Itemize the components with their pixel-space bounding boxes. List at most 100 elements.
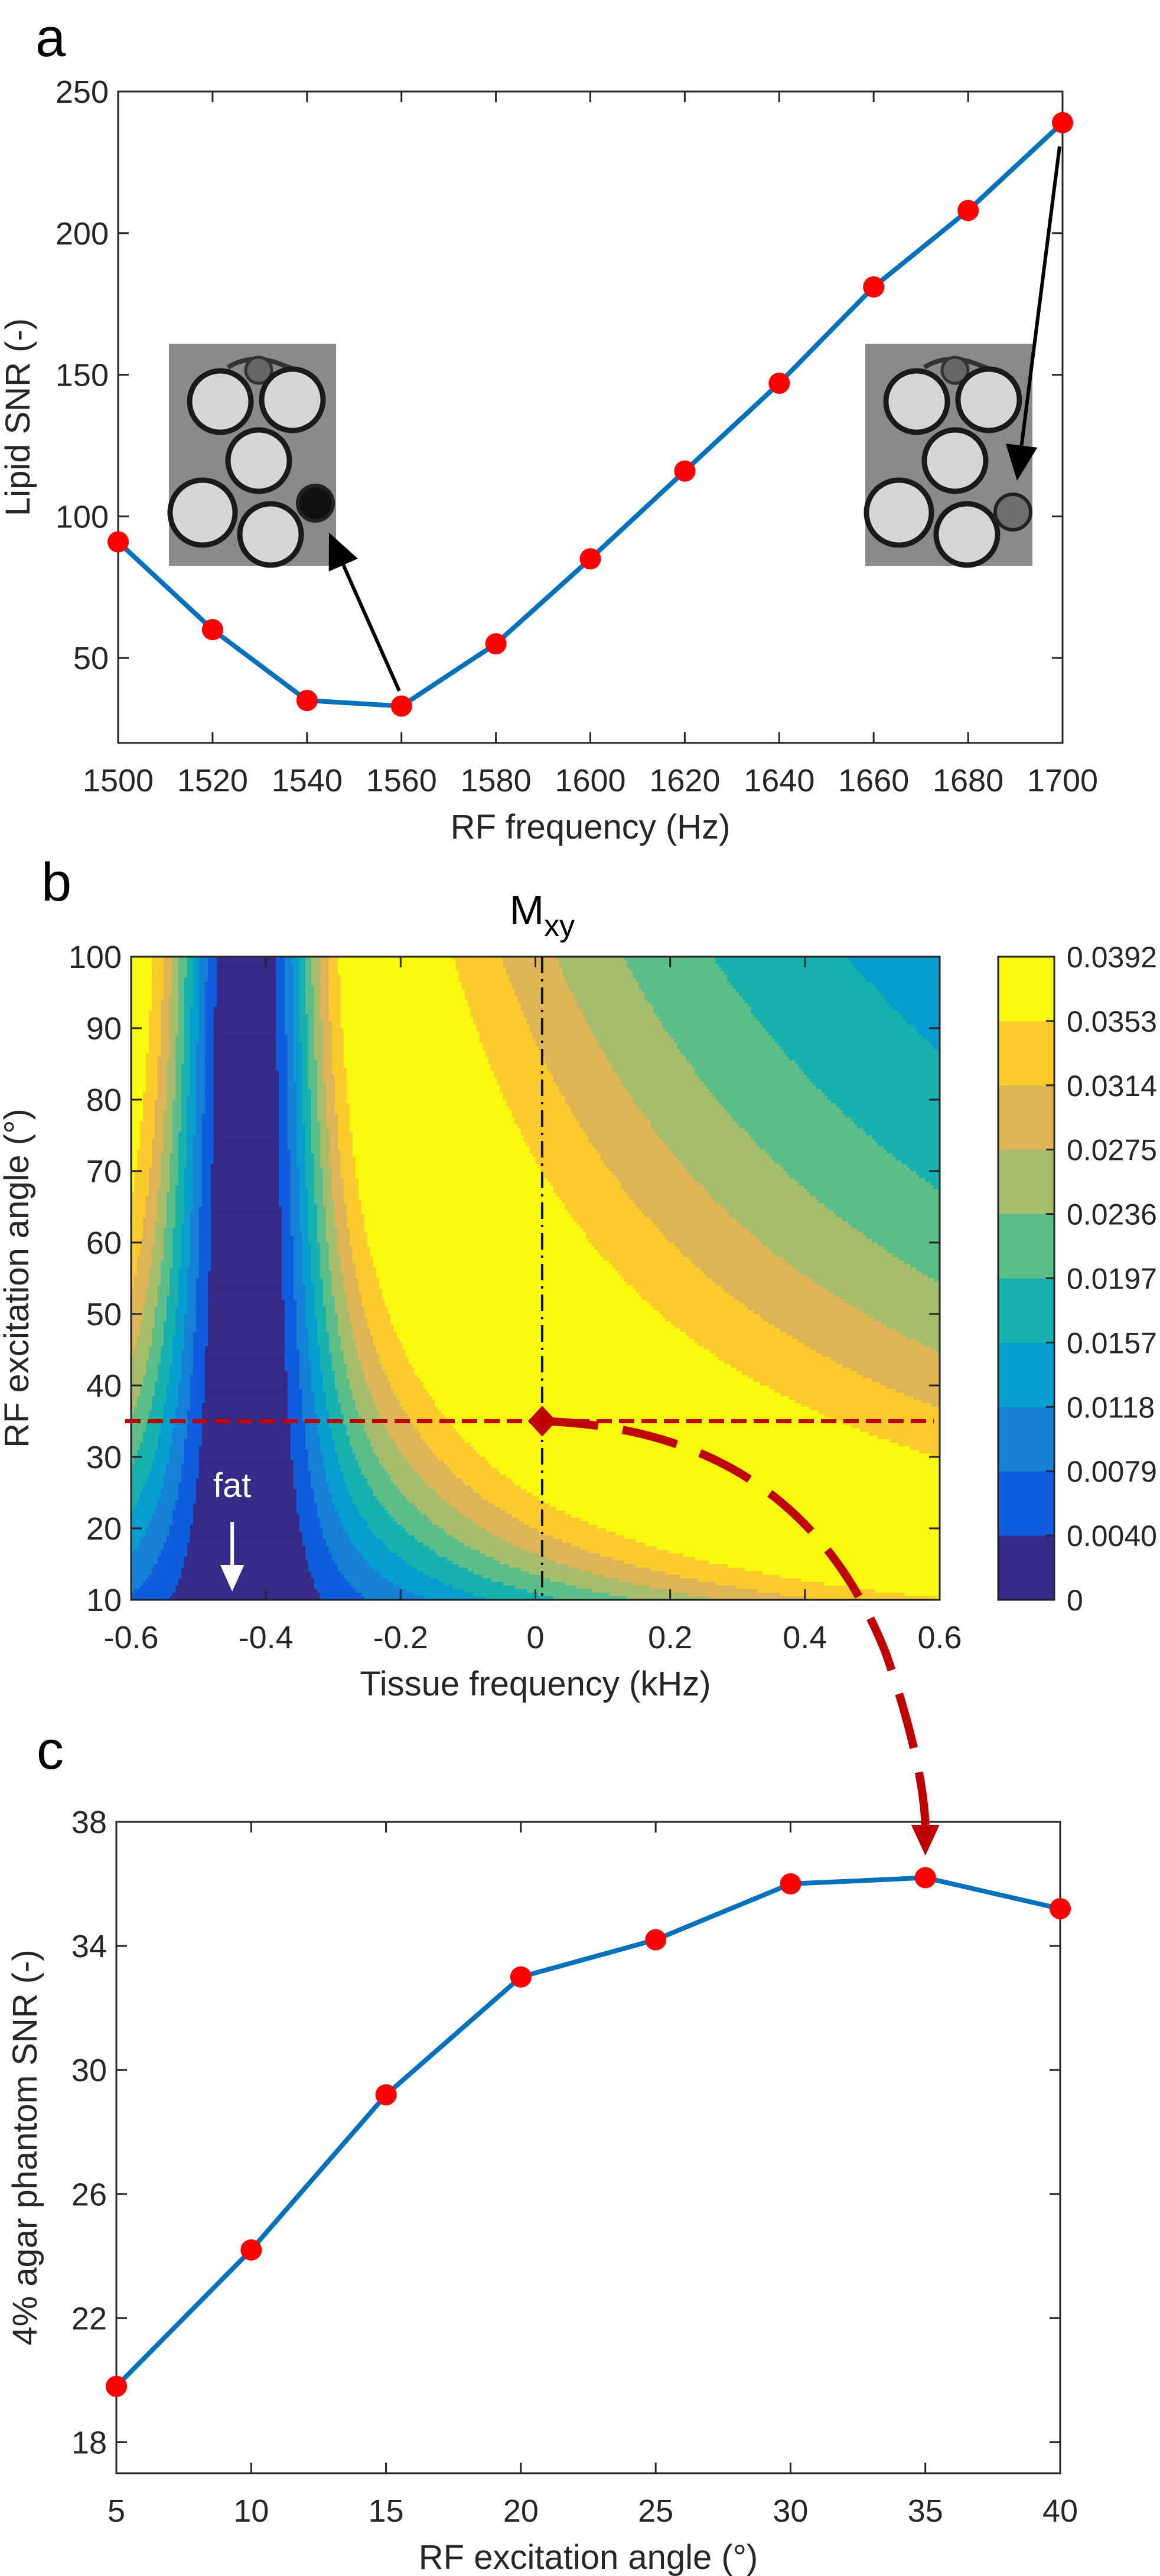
- contour-cell: [314, 1178, 324, 1182]
- contour-cell: [866, 1132, 940, 1136]
- contour-cell: [317, 1217, 327, 1222]
- contour-cell: [337, 1124, 350, 1129]
- contour-cell: [686, 1057, 790, 1061]
- contour-cell: [172, 1149, 179, 1154]
- contour-cell: [178, 971, 188, 975]
- contour-cell: [145, 1060, 158, 1065]
- contour-cell: [544, 1171, 613, 1175]
- inset-phantom-vial: [883, 368, 950, 435]
- contour-cell: [131, 1203, 146, 1208]
- contour-cell: [387, 1471, 418, 1475]
- contour-cell: [677, 1042, 778, 1046]
- panel-label-a: a: [35, 8, 66, 68]
- contour-cell: [343, 1196, 359, 1200]
- contour-cell: [320, 1003, 330, 1007]
- contour-cell: [340, 978, 460, 982]
- contour-cell: [210, 1182, 279, 1186]
- contour-cell: [278, 1128, 288, 1133]
- contour-cell: [373, 1449, 400, 1454]
- contour-cell: [296, 1095, 303, 1100]
- y-tick-label: 100: [69, 940, 122, 975]
- contour-cell: [201, 1149, 214, 1154]
- contour-cell: [175, 1589, 318, 1593]
- contour-cell: [396, 1442, 427, 1447]
- contour-cell: [148, 1282, 161, 1286]
- contour-cell: [299, 1381, 312, 1386]
- contour-cell: [195, 1117, 203, 1121]
- contour-cell: [210, 1231, 282, 1236]
- contour-cell: [523, 1010, 584, 1015]
- contour-cell: [320, 985, 330, 990]
- contour-cell: [742, 996, 884, 1000]
- contour-cell: [204, 1078, 214, 1082]
- contour-cell: [340, 1160, 356, 1165]
- panel-a-lipid-snr-chart: a 1500 1520 1540 1560 1580 1600 1620 1640 1660 16…: [0, 8, 1098, 846]
- contour-cell: [136, 1449, 155, 1454]
- contour-cell: [331, 1024, 341, 1029]
- contour-cell: [455, 1475, 507, 1479]
- contour-cell: [278, 1103, 288, 1107]
- data-point: [914, 1867, 936, 1889]
- contour-cell: [201, 1414, 288, 1419]
- contour-cell: [204, 996, 217, 1000]
- contour-cell: [506, 967, 563, 971]
- contour-cell: [851, 1424, 940, 1429]
- contour-cell: [340, 1271, 356, 1276]
- contour-cell: [317, 1100, 327, 1104]
- contour-cell: [317, 1074, 324, 1079]
- contour-cell: [305, 1296, 315, 1300]
- contour-cell: [178, 974, 188, 979]
- contour-cell: [281, 1210, 291, 1215]
- colorbar-tick-label: 0: [1067, 1584, 1083, 1617]
- contour-cell: [464, 989, 516, 993]
- contour-cell: [322, 1028, 333, 1032]
- contour-cell: [278, 1182, 291, 1186]
- contour-cell: [343, 1278, 359, 1283]
- contour-cell: [213, 1067, 276, 1072]
- contour-cell: [390, 1314, 663, 1318]
- contour-cell: [311, 1253, 321, 1257]
- contour-cell: [287, 1385, 300, 1390]
- contour-cell: [193, 1503, 297, 1508]
- contour-cell: [166, 1067, 176, 1072]
- contour-cell: [308, 1231, 318, 1236]
- contour-cell: [405, 1496, 442, 1501]
- contour-cell: [358, 1410, 380, 1414]
- contour-cell: [308, 1081, 318, 1086]
- contour-cell: [337, 1228, 350, 1232]
- contour-cell: [789, 1057, 940, 1061]
- contour-cell: [308, 1035, 315, 1039]
- contour-cell: [281, 1243, 294, 1247]
- contour-cell: [633, 1285, 722, 1290]
- contour-cell: [287, 1135, 297, 1140]
- contour-cell: [278, 1088, 288, 1093]
- contour-cell: [169, 1271, 179, 1276]
- contour-cell: [154, 1385, 167, 1390]
- contour-cell: [904, 1017, 940, 1022]
- contour-cell: [331, 1046, 344, 1050]
- contour-cell: [151, 1567, 182, 1572]
- contour-cell: [320, 1367, 333, 1372]
- contour-cell: [293, 1250, 303, 1254]
- contour-cell: [166, 1074, 176, 1079]
- contour-cell: [476, 1449, 920, 1454]
- contour-cell: [204, 999, 217, 1004]
- contour-cell: [325, 1095, 335, 1100]
- contour-cell: [213, 1032, 276, 1036]
- contour-cell: [863, 974, 940, 979]
- contour-cell: [825, 1203, 940, 1208]
- contour-cell: [163, 978, 173, 982]
- contour-cell: [609, 1260, 692, 1264]
- contour-cell: [204, 1095, 214, 1100]
- contour-cell: [275, 999, 285, 1004]
- contour-cell: [151, 1156, 161, 1161]
- contour-cell: [376, 1535, 415, 1540]
- contour-cell: [636, 1289, 725, 1293]
- contour-cell: [142, 1231, 155, 1236]
- contour-cell: [314, 1049, 324, 1054]
- contour-cell: [641, 989, 737, 993]
- contour-cell: [131, 1163, 138, 1168]
- contour-cell: [190, 1057, 197, 1061]
- contour-cell: [275, 967, 285, 971]
- contour-cell: [314, 1046, 324, 1050]
